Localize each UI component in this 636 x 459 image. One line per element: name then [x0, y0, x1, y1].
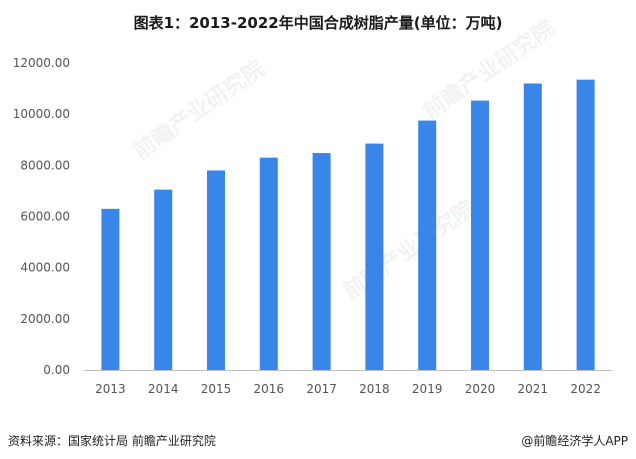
y-tick-label: 2000.00: [20, 312, 70, 326]
x-tick-label: 2018: [359, 382, 390, 396]
x-tick-label: 2021: [518, 382, 549, 396]
x-tick-label: 2015: [201, 382, 232, 396]
x-tick-label: 2013: [95, 382, 126, 396]
x-tick-label: 2019: [412, 382, 443, 396]
bar-2019: [418, 120, 437, 370]
bar-2018: [365, 143, 384, 370]
bar-2022: [576, 79, 595, 371]
bar-2017: [312, 153, 331, 370]
x-tick-label: 2014: [148, 382, 179, 396]
source-note: 资料来源：国家统计局 前瞻产业研究院: [8, 434, 216, 448]
x-tick-label: 2020: [465, 382, 496, 396]
y-tick-label: 0.00: [43, 363, 70, 377]
y-tick-label: 10000.00: [13, 107, 70, 121]
y-tick-label: 12000.00: [13, 56, 70, 70]
y-axis: 0.00 2000.00 4000.00 6000.00 8000.00 10000.00…: [13, 56, 70, 377]
watermark-text: 前瞻产业研究院: [339, 195, 480, 305]
bar-2015: [207, 170, 225, 370]
bar-2016: [259, 157, 278, 370]
bar-2014: [154, 189, 173, 370]
x-tick-label: 2016: [254, 382, 285, 396]
x-tick-label: 2017: [306, 382, 337, 396]
y-tick-label: 6000.00: [20, 210, 70, 224]
watermark-text: 前瞻产业研究院: [129, 55, 270, 165]
x-tick-label: 2022: [570, 382, 601, 396]
bar-2020: [471, 100, 489, 371]
credit-note: @前瞻经济学人APP: [521, 434, 628, 448]
bar-2013: [101, 208, 120, 370]
y-tick-label: 4000.00: [20, 261, 70, 275]
x-axis: 2013 2014 2015 2016 2017 2018 2019 2020 2021 2022: [84, 370, 612, 396]
chart-title: 图表1：2013-2022年中国合成树脂产量(单位：万吨): [133, 14, 503, 32]
y-tick-label: 8000.00: [20, 158, 70, 172]
bar-2021: [523, 83, 542, 370]
bars: [101, 79, 595, 371]
